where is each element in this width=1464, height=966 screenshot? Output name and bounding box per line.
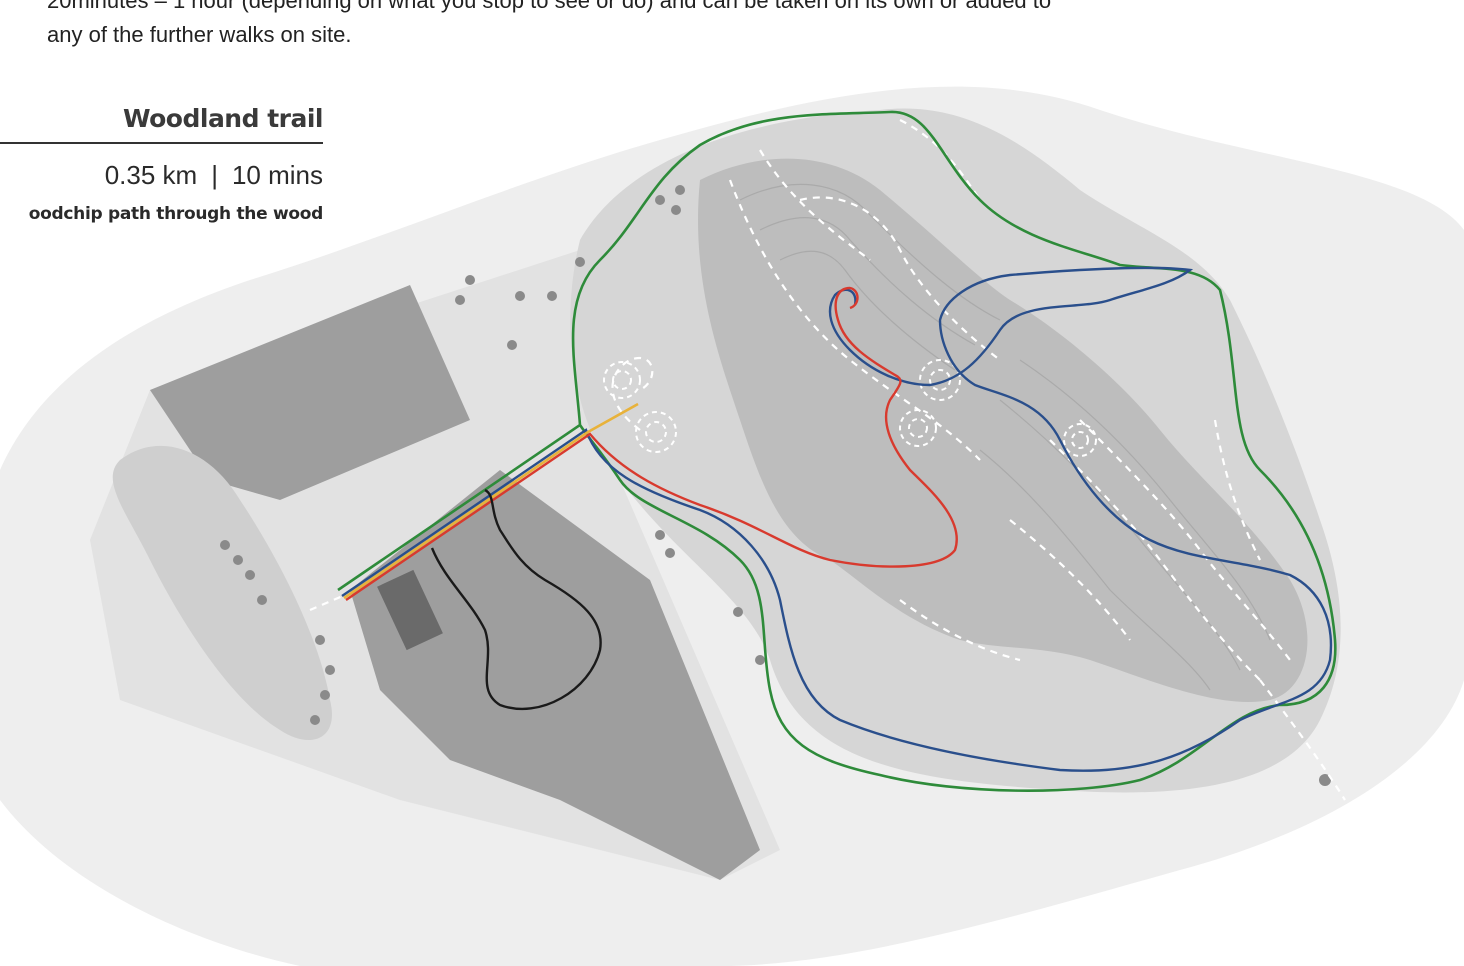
- trail-description: oodchip path through the wood: [28, 204, 324, 224]
- footpaths: [309, 119, 1346, 801]
- pond: [112, 445, 332, 740]
- stats-separator: |: [211, 160, 218, 190]
- intro-line-2: any of the further walks on site.: [47, 22, 352, 47]
- trail-yellow: [343, 402, 639, 600]
- legend-stats: 0.35 km | 10 mins: [105, 160, 323, 191]
- legend-title: Woodland trail: [122, 104, 324, 133]
- trail-green: [337, 110, 1337, 792]
- woodland-block-south: [350, 470, 760, 880]
- trail-blue: [341, 266, 1333, 772]
- spiral-features: [603, 359, 1097, 457]
- intro-text: 20minutes – 1 hour (depending on what yo…: [47, 0, 1447, 52]
- building: [377, 569, 443, 651]
- legend-divider: [0, 142, 323, 144]
- trees: [220, 185, 1331, 786]
- trail-red: [345, 286, 958, 601]
- trail-black: [430, 488, 602, 711]
- intro-line-1: 20minutes – 1 hour (depending on what yo…: [47, 0, 1052, 13]
- woodland-block-north: [150, 285, 470, 500]
- trail-distance: 0.35 km: [104, 160, 198, 190]
- landform-hills: [698, 158, 1308, 702]
- trail-duration: 10 mins: [231, 160, 323, 190]
